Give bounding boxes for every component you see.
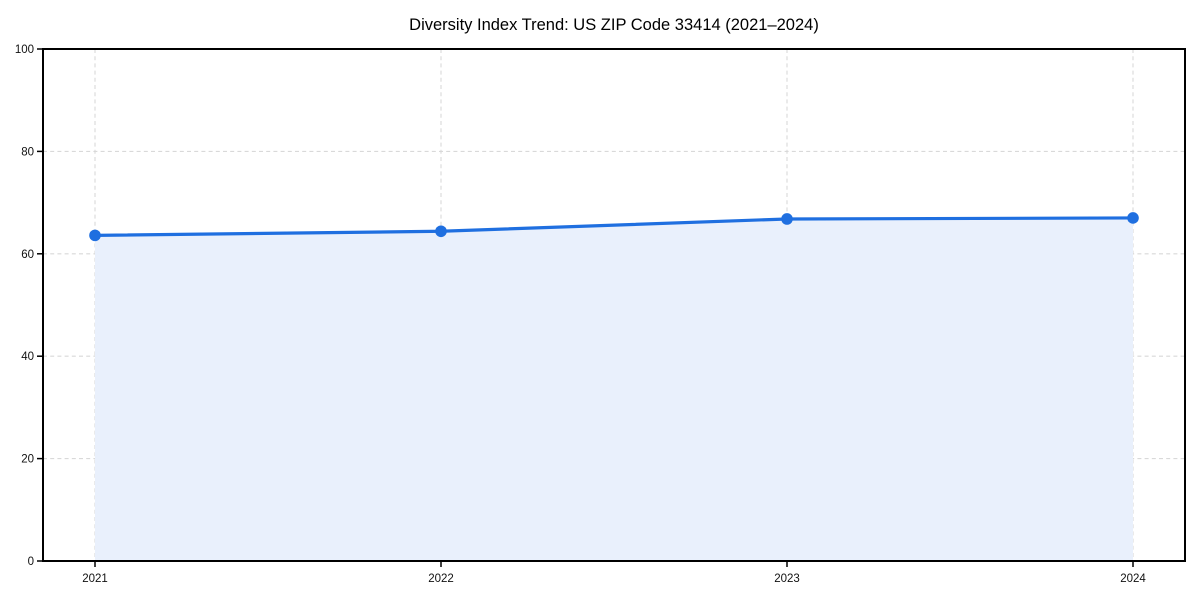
series-layer: [89, 212, 1139, 561]
y-tick-label: 40: [21, 351, 34, 363]
x-tick-label: 2023: [774, 573, 800, 585]
x-tick-label: 2024: [1120, 573, 1146, 585]
data-point-2023: [781, 213, 793, 225]
plot-border: [42, 48, 1186, 562]
chart-title: Diversity Index Trend: US ZIP Code 33414…: [409, 16, 819, 34]
y-tick-label: 20: [21, 454, 34, 466]
data-point-2024: [1127, 212, 1139, 224]
y-tick-label: 0: [28, 556, 34, 568]
x-tick-label: 2021: [82, 573, 108, 585]
trend-line: [93, 216, 1135, 237]
y-tick-label: 80: [21, 146, 34, 158]
axes-layer: 0 20 40 60 80 100 2021 2022 2023 2024: [15, 44, 1186, 585]
y-tick-label: 100: [15, 44, 34, 56]
data-point-2022: [435, 225, 447, 238]
y-tick-label: 60: [21, 249, 34, 261]
area-fill: [95, 217, 1133, 561]
x-tick-label: 2022: [428, 573, 454, 585]
data-point-2021: [89, 229, 101, 242]
